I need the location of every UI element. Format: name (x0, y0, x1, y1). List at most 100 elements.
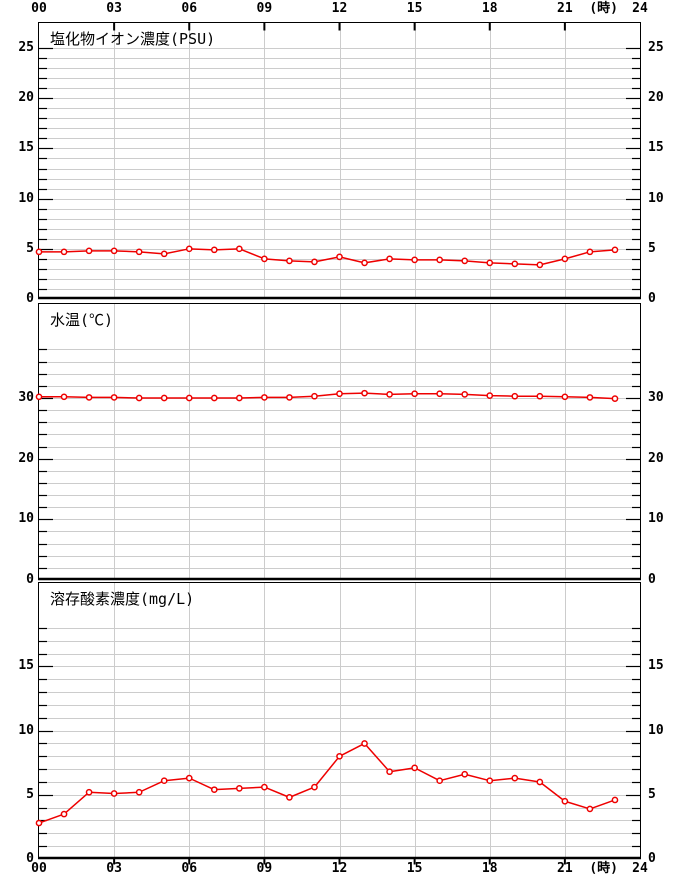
time-label-top: 06 (181, 1, 198, 16)
bottom-hour-ticks (113, 859, 566, 865)
y-tick-label-left-dissolved-oxygen: 0 (26, 851, 34, 866)
data-point (586, 394, 594, 401)
time-label-top: 15 (406, 1, 423, 16)
data-point (60, 393, 68, 401)
data-point (60, 810, 68, 818)
data-point (411, 256, 418, 264)
y-tick-label-left-dissolved-oxygen: 10 (18, 722, 34, 738)
data-point (261, 394, 268, 401)
data-point (286, 794, 293, 801)
y-ticks (39, 47, 640, 291)
y-tick-label-right-water-temperature: 0 (648, 572, 656, 587)
data-point (110, 247, 118, 255)
data-point (411, 764, 418, 772)
data-point (261, 783, 268, 791)
data-point (85, 394, 93, 401)
time-label-bottom: 15 (406, 861, 423, 876)
data-point (561, 255, 569, 263)
y-tick-label-right-salinity: 0 (648, 291, 656, 306)
data-point (286, 394, 293, 401)
data-point (311, 783, 318, 791)
data-line-salinity (39, 248, 616, 266)
data-line-water-temperature (39, 392, 615, 400)
data-point (311, 392, 318, 400)
chart-panel-water-temperature: 水温(℃) (35, 303, 641, 581)
data-point (561, 393, 569, 401)
time-label-top: 12 (331, 1, 348, 16)
data-point (486, 259, 494, 267)
data-point (586, 248, 594, 256)
y-tick-label-right-salinity: 15 (648, 140, 664, 156)
h-gridlines (39, 48, 640, 290)
data-point (386, 255, 393, 263)
time-label-top: (時) (589, 1, 619, 16)
y-tick-label-left-water-temperature: 20 (18, 450, 34, 466)
y-tick-label-left-dissolved-oxygen: 15 (18, 658, 34, 674)
time-label-top: 18 (481, 1, 498, 16)
data-point (185, 245, 193, 253)
panel-title-dissolved-oxygen: 溶存酸素濃度(mg/L) (50, 590, 194, 608)
data-point (461, 770, 469, 778)
y-tick-label-right-dissolved-oxygen: 0 (648, 851, 656, 866)
time-label-bottom: 18 (481, 861, 498, 876)
data-point (486, 392, 494, 399)
data-point (185, 394, 193, 402)
data-point (336, 253, 343, 261)
data-point (511, 774, 519, 782)
time-label-bottom: (時) (589, 861, 619, 876)
time-label-bottom: 24 (632, 861, 648, 876)
panel-title-water-temperature: 水温(℃) (50, 311, 113, 329)
h-gridlines (39, 628, 640, 847)
data-points-salinity (35, 245, 619, 269)
data-point (561, 797, 569, 805)
data-point (210, 246, 218, 254)
y-tick-label-right-dissolved-oxygen: 15 (648, 658, 664, 674)
data-point (336, 390, 343, 398)
top-hour-ticks (113, 23, 566, 31)
chart-panel-salinity: 塩化物イオン濃度(PSU) (35, 22, 641, 300)
time-label-bottom: 06 (181, 861, 198, 876)
data-point (511, 392, 519, 400)
y-tick-label-left-salinity: 20 (18, 90, 34, 106)
time-label-top: 09 (256, 1, 273, 16)
y-tick-label-left-salinity: 10 (18, 190, 34, 206)
y-tick-label-right-water-temperature: 10 (648, 511, 664, 527)
data-point (411, 390, 418, 398)
data-point (361, 389, 368, 397)
data-point (110, 790, 118, 797)
time-label-bottom: 09 (256, 861, 273, 876)
panel-border (38, 582, 641, 859)
y-tick-label-left-salinity: 25 (18, 40, 34, 56)
data-point (336, 752, 343, 760)
data-point (235, 245, 243, 253)
data-point (511, 260, 519, 268)
data-point (210, 786, 218, 794)
time-label-bottom: 03 (106, 861, 122, 876)
time-label-bottom: 12 (331, 861, 348, 876)
data-point (35, 819, 43, 827)
data-point (361, 740, 368, 747)
panel-border (38, 303, 641, 580)
data-point (436, 390, 444, 398)
data-point (486, 777, 494, 785)
data-point (586, 805, 594, 813)
data-point (286, 257, 293, 265)
chart-panel-dissolved-oxygen: 溶存酸素濃度(mg/L) (35, 582, 641, 865)
panel-title-salinity: 塩化物イオン濃度(PSU) (50, 30, 215, 48)
data-point (85, 247, 93, 255)
y-tick-label-left-salinity: 15 (18, 140, 34, 156)
data-point (611, 395, 619, 402)
data-point (210, 394, 218, 402)
y-tick-label-right-water-temperature: 20 (648, 450, 664, 466)
data-point (135, 248, 143, 256)
data-point (361, 259, 368, 267)
data-point (35, 393, 43, 401)
y-tick-label-left-salinity: 0 (26, 291, 34, 306)
y-tick-label-right-water-temperature: 30 (648, 390, 664, 406)
time-label-bottom: 21 (557, 861, 573, 876)
data-point (160, 394, 168, 402)
data-point (611, 796, 619, 804)
time-label-bottom: 00 (31, 861, 47, 876)
data-point (160, 250, 168, 258)
